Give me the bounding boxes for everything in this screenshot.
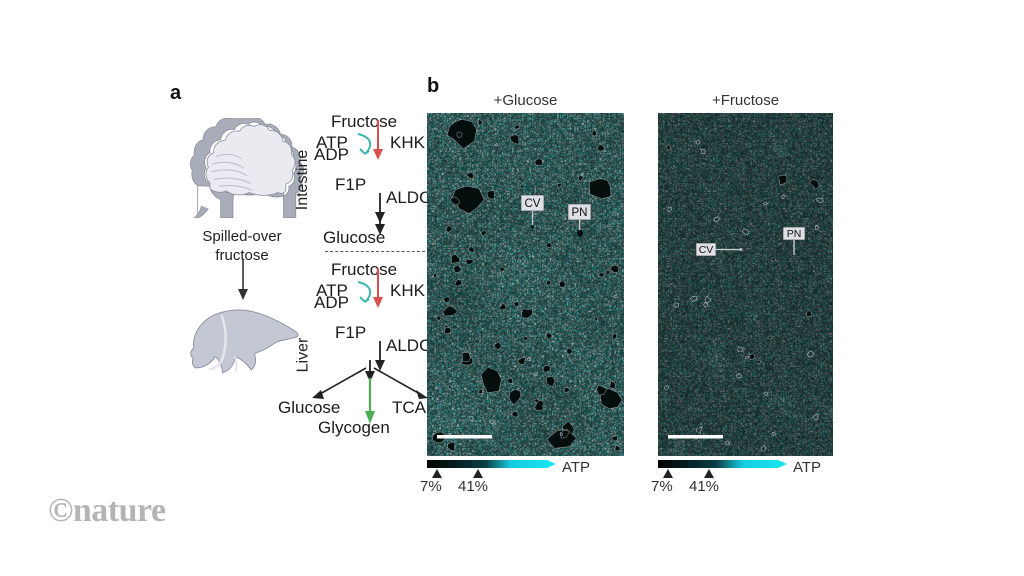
svg-text:CV: CV (699, 244, 714, 256)
svg-text:CV: CV (525, 198, 541, 210)
svg-text:PN: PN (572, 207, 588, 219)
svg-text:PN: PN (787, 228, 802, 240)
